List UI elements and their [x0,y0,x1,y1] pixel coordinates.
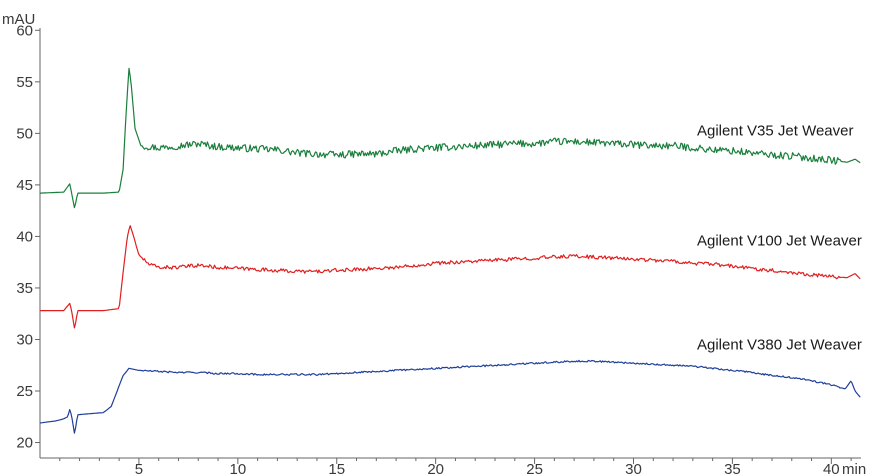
series-line [40,67,861,209]
x-tick-label: 20 [427,461,444,474]
y-tick-label: 35 [16,280,33,297]
y-tick-label: 20 [16,435,33,452]
series-labels: Agilent V35 Jet Weaver Agilent V100 Jet W… [697,122,862,353]
series-line [39,359,861,434]
y-tick-label: 45 [16,177,33,194]
series-lines [39,67,861,434]
series-label: Agilent V100 Jet Weaver [697,233,862,250]
x-tick-label: 15 [328,461,345,474]
x-tick-label: 10 [229,461,246,474]
y-tick-label: 30 [16,331,33,348]
x-tick-label: 5 [135,461,143,474]
y-tick-label: 40 [16,228,33,245]
y-tick-label: 55 [16,74,33,91]
x-tick-label: 30 [625,461,642,474]
x-axis-unit: min [842,461,866,474]
x-tick-label: 40 [823,461,840,474]
x-axis: 5 10 15 20 25 30 35 40 min [40,457,866,474]
x-tick-label: 25 [526,461,543,474]
y-axis: mAU 20 25 30 35 40 45 50 55 60 [2,11,41,458]
series-line [40,225,861,329]
y-tick-label: 60 [16,22,33,39]
series-label: Agilent V380 Jet Weaver [697,337,862,354]
y-tick-label: 25 [16,383,33,400]
series-label: Agilent V35 Jet Weaver [697,122,853,139]
y-tick-label: 50 [16,125,33,142]
y-axis-unit: mAU [2,11,35,28]
x-tick-label: 35 [724,461,741,474]
